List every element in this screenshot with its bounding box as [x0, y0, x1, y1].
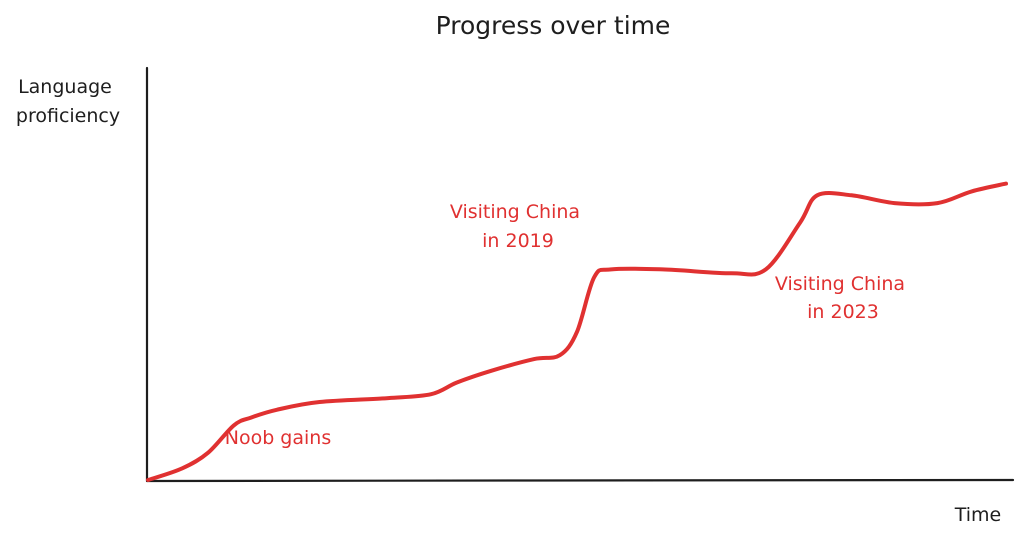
annotation-visiting-china-2019: Visiting China in 2019 — [450, 201, 586, 252]
y-axis-label: Language proficiency — [16, 76, 120, 127]
x-axis-line — [145, 478, 1015, 483]
annotation-line: Noob gains — [225, 427, 332, 449]
series-layer — [146, 181, 1008, 482]
x-axis-label: Time — [954, 504, 1002, 526]
annotation-line: Visiting China — [775, 273, 905, 295]
chart-title: Progress over time — [436, 11, 671, 40]
annotation-line: in 2023 — [807, 301, 879, 323]
annotation-line: Visiting China — [450, 201, 580, 223]
y-axis-label-line: proficiency — [16, 105, 120, 127]
annotation-noob-gains: Noob gains — [225, 427, 332, 449]
y-axis-label-line: Language — [18, 76, 112, 98]
annotation-visiting-china-2023: Visiting China in 2023 — [775, 273, 911, 323]
annotations-layer: Noob gains Visiting China in 2019 Visiti… — [225, 201, 911, 449]
series-line-0 — [146, 181, 1008, 482]
annotation-line: in 2019 — [482, 230, 554, 252]
